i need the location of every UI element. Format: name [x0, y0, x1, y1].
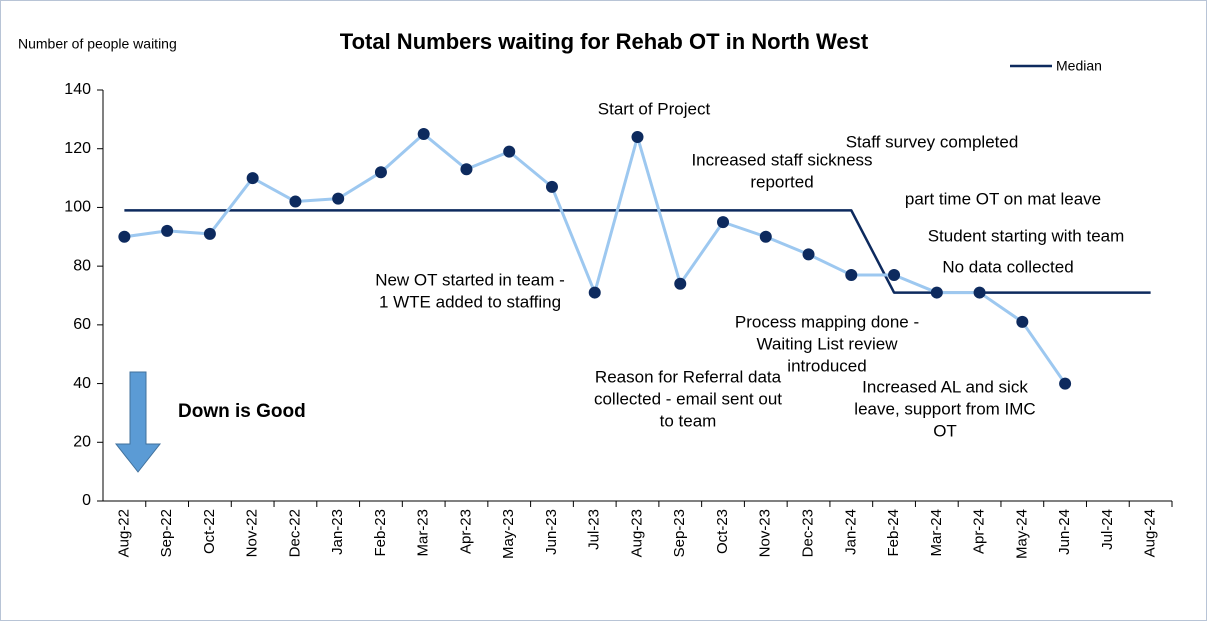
- annotation: Staff survey completed: [846, 132, 1019, 151]
- x-tick-label: Jul-23: [586, 509, 603, 550]
- x-tick-label: Dec-22: [286, 509, 303, 557]
- y-tick-label: 80: [73, 257, 91, 274]
- x-tick-label: Sep-22: [158, 509, 175, 557]
- data-point: [246, 172, 259, 185]
- y-tick-label: 140: [64, 81, 91, 98]
- data-point: [332, 192, 345, 205]
- y-tick-label: 0: [82, 492, 91, 509]
- x-tick-label: Oct-22: [201, 509, 218, 554]
- annotation: Increased AL and sick: [862, 377, 1028, 396]
- x-tick-label: Jul-24: [1099, 509, 1116, 550]
- annotation: leave, support from IMC: [854, 399, 1035, 418]
- data-point: [973, 286, 986, 299]
- data-point: [289, 195, 302, 208]
- data-point: [374, 166, 387, 179]
- annotation: Increased staff sickness: [691, 150, 872, 169]
- x-tick-label: May-24: [1013, 509, 1030, 559]
- data-point: [503, 145, 516, 158]
- annotation: Start of Project: [598, 99, 711, 118]
- x-tick-label: Apr-23: [457, 509, 474, 554]
- data-point: [1059, 377, 1072, 390]
- annotation: part time OT on mat leave: [905, 189, 1101, 208]
- y-tick-label: 120: [64, 140, 91, 157]
- annotation: Student starting with team: [928, 226, 1125, 245]
- x-tick-label: Mar-23: [415, 509, 432, 557]
- y-tick-label: 20: [73, 434, 91, 451]
- annotation: introduced: [787, 356, 866, 375]
- data-point: [759, 230, 772, 243]
- data-point: [1016, 315, 1029, 328]
- x-tick-label: Aug-23: [628, 509, 645, 557]
- y-tick-label: 100: [64, 199, 91, 216]
- annotation: reported: [750, 172, 813, 191]
- x-tick-label: Sep-23: [671, 509, 688, 557]
- y-tick-label: 40: [73, 375, 91, 392]
- data-point: [118, 230, 131, 243]
- data-point: [417, 128, 430, 141]
- x-tick-label: Jan-23: [329, 509, 346, 555]
- annotation: 1 WTE added to staffing: [379, 292, 561, 311]
- annotation: to team: [660, 411, 717, 430]
- callout: Down is Good: [178, 401, 306, 422]
- down-arrow: [114, 371, 162, 473]
- annotation: New OT started in team -: [375, 270, 565, 289]
- data-point: [845, 268, 858, 281]
- x-tick-label: Feb-23: [372, 509, 389, 557]
- x-tick-label: May-23: [500, 509, 517, 559]
- x-tick-label: Jun-23: [543, 509, 560, 555]
- chart-title: Total Numbers waiting for Rehab OT in No…: [340, 29, 869, 54]
- data-point: [545, 180, 558, 193]
- y-tick-label: 60: [73, 316, 91, 333]
- data-point: [460, 163, 473, 176]
- annotation: Reason for Referral data: [595, 367, 782, 386]
- x-tick-label: Apr-24: [971, 509, 988, 554]
- x-tick-label: Aug-22: [115, 509, 132, 557]
- x-tick-label: Jan-24: [842, 509, 859, 555]
- data-point: [161, 224, 174, 237]
- annotation: Process mapping done -: [735, 312, 919, 331]
- x-tick-label: Oct-23: [714, 509, 731, 554]
- data-point: [203, 227, 216, 240]
- x-tick-label: Jun-24: [1056, 509, 1073, 555]
- x-tick-label: Dec-23: [800, 509, 817, 557]
- x-tick-label: Aug-24: [1142, 509, 1159, 557]
- annotation: OT: [933, 421, 957, 440]
- annotation: Waiting List review: [756, 334, 898, 353]
- data-point: [802, 248, 815, 261]
- y-axis-label: Number of people waiting: [18, 36, 177, 52]
- data-point: [888, 268, 901, 281]
- x-tick-label: Mar-24: [928, 509, 945, 557]
- x-tick-label: Feb-24: [885, 509, 902, 557]
- data-point: [717, 216, 730, 229]
- annotation: collected - email sent out: [594, 389, 782, 408]
- legend-label: Median: [1056, 58, 1102, 74]
- data-point: [631, 130, 644, 143]
- annotation: No data collected: [942, 257, 1073, 276]
- x-tick-label: Nov-22: [244, 509, 261, 557]
- data-point: [674, 277, 687, 290]
- data-point: [930, 286, 943, 299]
- x-tick-label: Nov-23: [757, 509, 774, 557]
- data-point: [588, 286, 601, 299]
